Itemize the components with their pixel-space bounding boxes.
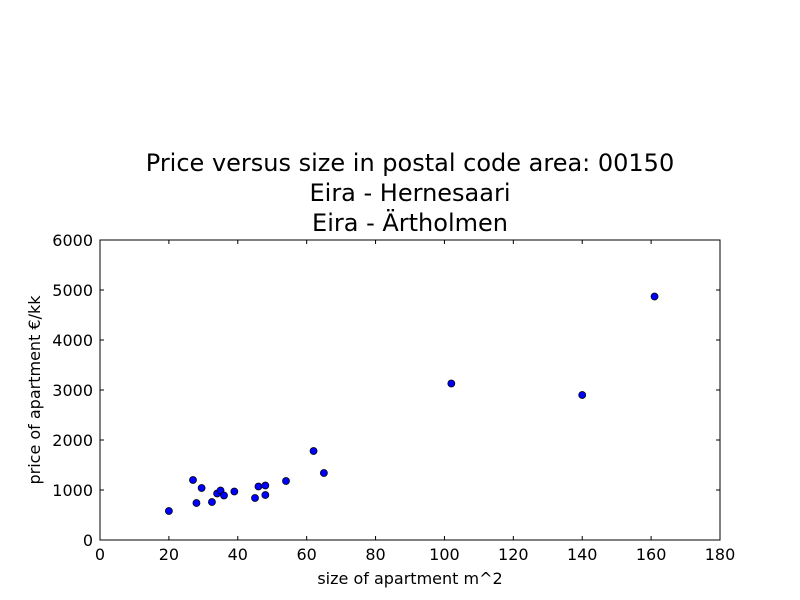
data-point bbox=[319, 469, 328, 477]
data-points bbox=[164, 292, 659, 515]
x-tick-label: 40 bbox=[228, 545, 248, 564]
chart-title-line-1: Price versus size in postal code area: 0… bbox=[145, 149, 675, 177]
data-point bbox=[230, 487, 239, 496]
x-tick-label: 100 bbox=[429, 545, 460, 564]
chart-title-line-3: Eira - Ärtholmen bbox=[312, 209, 508, 237]
data-point bbox=[197, 484, 206, 492]
chart-title-line-2: Eira - Hernesaari bbox=[309, 179, 511, 207]
data-point bbox=[192, 499, 201, 507]
data-point bbox=[578, 391, 587, 399]
y-tick-label: 5000 bbox=[52, 281, 93, 300]
x-axis-ticks: 0 20 40 60 80 100 120 140 160 180 bbox=[95, 240, 735, 564]
data-point bbox=[254, 482, 263, 491]
x-axis-label: size of apartment m^2 bbox=[317, 569, 502, 588]
y-tick-label: 2000 bbox=[52, 431, 93, 450]
data-point bbox=[164, 507, 173, 515]
x-tick-label: 140 bbox=[567, 545, 598, 564]
y-tick-label: 6000 bbox=[52, 231, 93, 250]
x-tick-label: 80 bbox=[365, 545, 385, 564]
chart-title: Price versus size in postal code area: 0… bbox=[0, 148, 800, 238]
data-point bbox=[282, 477, 290, 485]
data-point bbox=[208, 498, 216, 506]
data-point bbox=[309, 447, 318, 455]
data-point bbox=[447, 379, 456, 388]
x-tick-label: 180 bbox=[705, 545, 736, 564]
data-point bbox=[189, 476, 197, 484]
x-tick-label: 0 bbox=[95, 545, 105, 564]
axes-frame bbox=[99, 239, 721, 541]
x-tick-label: 20 bbox=[159, 545, 179, 564]
y-tick-label: 1000 bbox=[52, 481, 93, 500]
x-tick-label: 120 bbox=[498, 545, 529, 564]
y-axis-ticks: 0 1000 2000 3000 4000 5000 6000 bbox=[52, 231, 720, 550]
data-point bbox=[261, 491, 270, 499]
y-axis-label: price of apartment €/kk bbox=[25, 295, 44, 485]
x-tick-label: 60 bbox=[296, 545, 316, 564]
data-point bbox=[261, 481, 270, 490]
x-tick-label: 160 bbox=[636, 545, 667, 564]
data-point bbox=[251, 494, 259, 502]
y-tick-label: 4000 bbox=[52, 331, 93, 350]
data-point bbox=[650, 292, 659, 301]
y-tick-label: 0 bbox=[83, 531, 93, 550]
y-tick-label: 3000 bbox=[52, 381, 93, 400]
data-point bbox=[220, 491, 228, 500]
